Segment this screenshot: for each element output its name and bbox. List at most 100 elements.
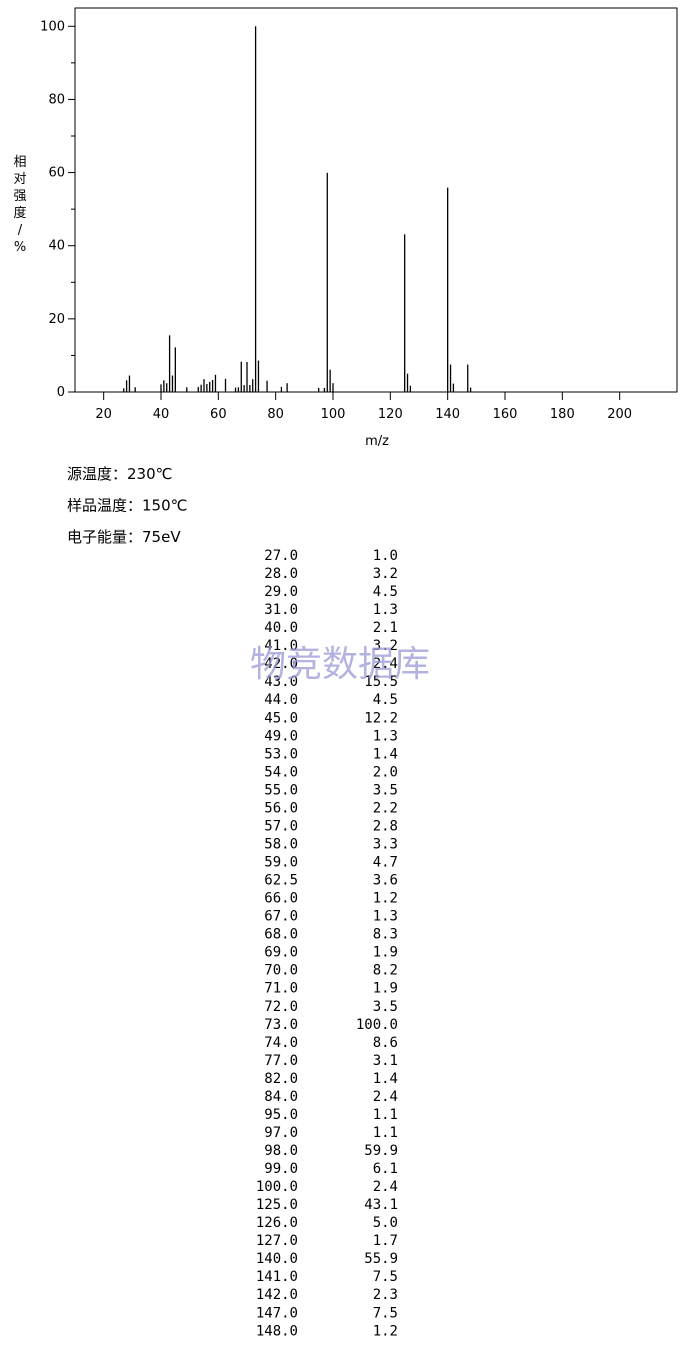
table-mz: 98.0: [264, 1143, 298, 1159]
table-intensity: 8.6: [373, 1035, 398, 1051]
table-mz: 29.0: [264, 584, 298, 600]
x-tick-label: 40: [153, 407, 170, 422]
table-intensity: 3.5: [373, 999, 398, 1015]
note: 电子能量：75eV: [67, 528, 181, 546]
table-intensity: 8.3: [373, 927, 398, 943]
table-intensity: 1.4: [373, 746, 398, 762]
table-mz: 58.0: [264, 836, 298, 852]
table-intensity: 43.1: [364, 1197, 398, 1213]
table-mz: 55.0: [264, 782, 298, 798]
y-axis-label-char: 相: [13, 155, 26, 170]
table-mz: 56.0: [264, 800, 298, 816]
x-tick-label: 60: [210, 407, 227, 422]
table-mz: 69.0: [264, 945, 298, 961]
table-intensity: 3.1: [373, 1053, 398, 1069]
y-axis-label-char: %: [14, 240, 26, 255]
table-intensity: 1.7: [373, 1233, 398, 1249]
table-mz: 67.0: [264, 909, 298, 925]
table-mz: 140.0: [256, 1251, 298, 1267]
plot-frame: [74, 7, 678, 393]
table-mz: 40.0: [264, 620, 298, 636]
table-mz: 95.0: [264, 1107, 298, 1123]
table-intensity: 55.9: [364, 1251, 398, 1267]
table-intensity: 7.5: [373, 1305, 398, 1321]
y-tick-label: 60: [48, 166, 65, 181]
x-tick-label: 100: [321, 407, 346, 422]
table-mz: 42.0: [264, 656, 298, 672]
table-intensity: 8.2: [373, 963, 398, 979]
table-intensity: 3.5: [373, 782, 398, 798]
table-intensity: 3.3: [373, 836, 398, 852]
y-axis-label-char: 度: [13, 205, 26, 221]
table-intensity: 3.2: [373, 566, 398, 582]
table-mz: 147.0: [256, 1305, 298, 1321]
table-mz: 97.0: [264, 1125, 298, 1141]
table-mz: 71.0: [264, 981, 298, 997]
table-intensity: 1.1: [373, 1125, 398, 1141]
table-intensity: 15.5: [364, 674, 398, 690]
table-intensity: 1.3: [373, 728, 398, 744]
table-mz: 41.0: [264, 638, 298, 654]
table-intensity: 1.9: [373, 981, 398, 997]
table-mz: 44.0: [264, 692, 298, 708]
table-intensity: 2.4: [373, 656, 398, 672]
x-tick-label: 160: [493, 407, 518, 422]
table-mz: 141.0: [256, 1269, 298, 1285]
y-tick-label: 40: [48, 239, 65, 254]
table-mz: 126.0: [256, 1215, 298, 1231]
table-intensity: 3.2: [373, 638, 398, 654]
table-intensity: 7.5: [373, 1269, 398, 1285]
x-tick-label: 140: [435, 407, 460, 422]
table-intensity: 2.4: [373, 1089, 398, 1105]
table-intensity: 6.1: [373, 1161, 398, 1177]
table-mz: 82.0: [264, 1071, 298, 1087]
table-intensity: 2.1: [373, 620, 398, 636]
table-intensity: 2.8: [373, 818, 398, 834]
table-mz: 59.0: [264, 855, 298, 871]
table-intensity: 1.2: [373, 1323, 398, 1339]
x-tick-label: 20: [95, 407, 112, 422]
x-tick-label: 80: [267, 407, 284, 422]
table-mz: 45.0: [264, 710, 298, 726]
table-intensity: 1.3: [373, 909, 398, 925]
table-intensity: 3.6: [373, 873, 398, 889]
table-mz: 127.0: [256, 1233, 298, 1249]
table-intensity: 4.5: [373, 584, 398, 600]
table-mz: 142.0: [256, 1287, 298, 1303]
table-mz: 148.0: [256, 1323, 298, 1339]
table-mz: 28.0: [264, 566, 298, 582]
table-mz: 27.0: [264, 548, 298, 564]
table-intensity: 1.2: [373, 891, 398, 907]
table-intensity: 1.1: [373, 1107, 398, 1123]
note: 源温度：230℃: [67, 465, 172, 483]
y-axis-label-char: 强: [13, 189, 26, 204]
table-mz: 74.0: [264, 1035, 298, 1051]
table-mz: 66.0: [264, 891, 298, 907]
table-intensity: 2.0: [373, 764, 398, 780]
table-intensity: 2.4: [373, 1179, 398, 1195]
table-intensity: 1.0: [373, 548, 398, 564]
table-intensity: 4.5: [373, 692, 398, 708]
table-mz: 77.0: [264, 1053, 298, 1069]
table-intensity: 1.3: [373, 602, 398, 618]
x-tick-label: 120: [378, 407, 403, 422]
table-mz: 53.0: [264, 746, 298, 762]
table-intensity: 59.9: [364, 1143, 398, 1159]
x-axis-label: m/z: [365, 434, 389, 449]
table-mz: 99.0: [264, 1161, 298, 1177]
table-intensity: 1.9: [373, 945, 398, 961]
note: 样品温度：150℃: [67, 497, 187, 515]
watermark: 物竞数据库: [250, 644, 430, 685]
table-mz: 31.0: [264, 602, 298, 618]
y-axis-label-char: 对: [13, 172, 26, 187]
table-mz: 125.0: [256, 1197, 298, 1213]
x-tick-label: 200: [607, 407, 632, 422]
y-tick-label: 0: [57, 385, 65, 400]
table-mz: 57.0: [264, 818, 298, 834]
table-mz: 43.0: [264, 674, 298, 690]
y-tick-label: 20: [48, 312, 65, 327]
table-intensity: 4.7: [373, 855, 398, 871]
x-tick-label: 180: [550, 407, 575, 422]
y-tick-label: 100: [40, 19, 65, 34]
